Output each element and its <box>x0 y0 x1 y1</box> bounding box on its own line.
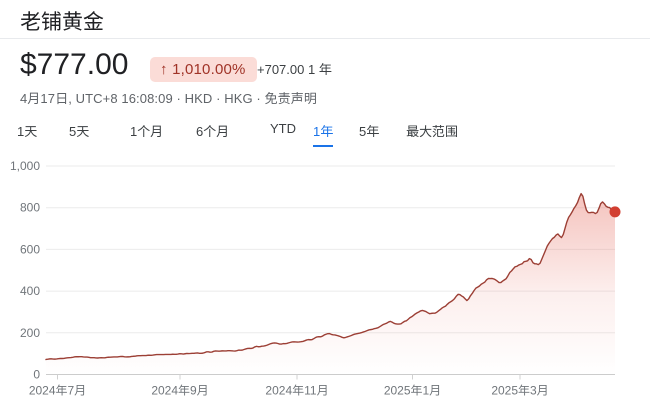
svg-text:800: 800 <box>20 201 40 215</box>
svg-text:200: 200 <box>20 326 40 340</box>
svg-text:2025年3月: 2025年3月 <box>491 384 548 398</box>
svg-text:0: 0 <box>33 368 40 382</box>
svg-text:1,000: 1,000 <box>10 159 40 173</box>
svg-text:2024年11月: 2024年11月 <box>265 384 328 398</box>
svg-text:2025年1月: 2025年1月 <box>384 384 441 398</box>
svg-text:600: 600 <box>20 242 40 256</box>
svg-text:2024年9月: 2024年9月 <box>151 384 208 398</box>
svg-text:400: 400 <box>20 284 40 298</box>
svg-text:2024年7月: 2024年7月 <box>29 384 86 398</box>
